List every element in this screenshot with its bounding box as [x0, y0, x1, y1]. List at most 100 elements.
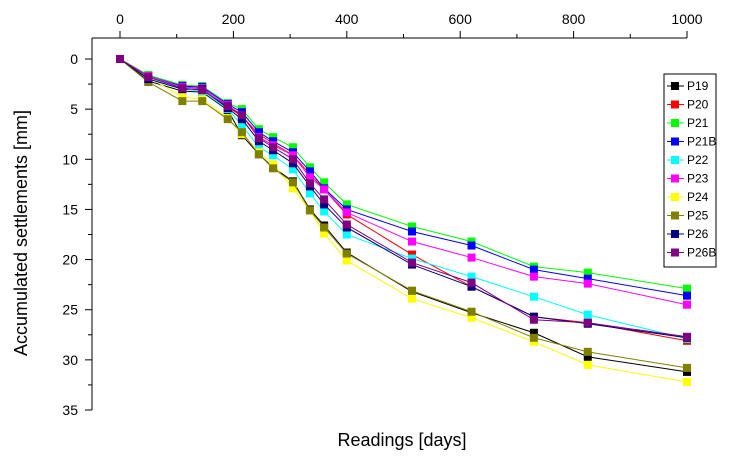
data-point [683, 284, 691, 293]
x-tick-label: 1000 [671, 11, 702, 27]
data-point [683, 300, 691, 309]
data-point [116, 55, 124, 63]
data-point [254, 143, 263, 152]
data-point [269, 133, 278, 142]
data-point [583, 310, 592, 319]
data-point [320, 195, 329, 204]
data-point [288, 184, 297, 193]
series-p26b [116, 55, 691, 341]
data-point [269, 143, 278, 152]
data-point [320, 223, 329, 232]
data-point [254, 128, 263, 137]
data-point [305, 173, 314, 182]
data-point [144, 73, 153, 82]
data-point [583, 360, 592, 369]
data-point [288, 155, 297, 164]
data-point [320, 207, 329, 216]
data-point [529, 292, 538, 301]
data-point [529, 315, 538, 324]
legend-label: P26 [687, 227, 709, 241]
data-point [342, 256, 351, 265]
data-point [237, 111, 246, 120]
data-point [305, 167, 314, 176]
data-point [288, 143, 297, 152]
data-point [237, 115, 246, 124]
axes: 0 200 400 600 800 1000 0 5 10 15 20 25 30 35 [62, 11, 702, 418]
data-point [583, 268, 592, 277]
data-point [467, 241, 476, 250]
legend-label: P23 [687, 172, 709, 186]
data-point [320, 200, 329, 209]
data-point [683, 377, 691, 386]
data-point [467, 313, 476, 322]
legend-label: P26B [687, 246, 716, 260]
legend-marker [671, 137, 679, 146]
data-point [467, 307, 476, 316]
y-tick-label: 10 [62, 151, 78, 167]
data-point [288, 178, 297, 187]
series-layer [116, 55, 691, 386]
data-point [467, 253, 476, 262]
data-point [529, 328, 538, 337]
data-point [288, 151, 297, 160]
x-tick-label: 600 [449, 11, 473, 27]
data-point [237, 121, 246, 130]
data-point [408, 294, 417, 303]
series-line [119, 58, 688, 369]
data-point [254, 150, 263, 159]
data-point [178, 93, 187, 102]
data-point [408, 227, 417, 236]
data-point [408, 258, 417, 267]
data-point [408, 237, 417, 246]
data-point [529, 337, 538, 346]
data-point [529, 333, 538, 342]
x-axis-title: Readings [days] [337, 430, 466, 450]
data-point [269, 151, 278, 160]
data-point [342, 249, 351, 258]
data-point [683, 291, 691, 300]
data-point [342, 208, 351, 217]
data-point [342, 220, 351, 229]
data-point [583, 274, 592, 283]
series-line [119, 58, 688, 383]
data-point [237, 128, 246, 137]
legend-marker [671, 119, 679, 127]
data-point [683, 332, 691, 341]
data-point [683, 367, 691, 376]
legend-label: P24 [687, 190, 709, 204]
data-point [305, 179, 314, 188]
legend-label: P20 [687, 98, 709, 112]
legend-marker [671, 100, 679, 109]
data-point [408, 250, 417, 259]
y-tick-label: 15 [62, 201, 78, 217]
data-point [683, 363, 691, 372]
data-point [269, 137, 278, 146]
legend-marker [671, 156, 679, 164]
data-point [288, 159, 297, 168]
legend: P19 P20 P21 P21B P22 P23 P24 P25 P26 P26B [663, 73, 717, 268]
data-point [583, 279, 592, 288]
data-point [269, 164, 278, 173]
data-point [467, 278, 476, 287]
data-point [583, 352, 592, 361]
y-tick-label: 35 [62, 402, 78, 418]
legend-marker [671, 174, 679, 183]
data-point [529, 272, 538, 281]
data-point [408, 286, 417, 295]
data-point [583, 318, 592, 327]
data-point [583, 347, 592, 356]
data-point [254, 134, 263, 143]
data-point [529, 265, 538, 274]
data-point [288, 165, 297, 174]
data-point [467, 237, 476, 246]
legend-label: P22 [687, 153, 709, 167]
x-tick-label: 800 [562, 11, 586, 27]
legend-label: P21B [687, 135, 716, 149]
legend-marker [671, 193, 679, 201]
legend-label: P25 [687, 209, 709, 223]
data-point [198, 86, 207, 95]
y-tick-label: 25 [62, 302, 78, 318]
y-tick-label: 30 [62, 352, 78, 368]
data-point [305, 189, 314, 198]
data-point [178, 97, 187, 106]
